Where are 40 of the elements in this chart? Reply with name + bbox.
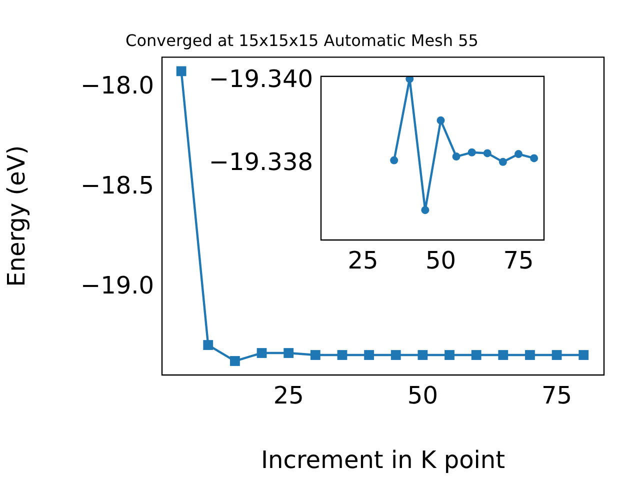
point	[176, 66, 186, 76]
point	[230, 356, 240, 366]
y-tick-label: −18.5	[80, 171, 154, 200]
x-tick-label: 75	[542, 382, 572, 410]
point	[471, 350, 482, 360]
point	[284, 348, 294, 358]
point	[310, 350, 320, 360]
y-tick-label: −18.0	[80, 71, 154, 100]
point	[256, 348, 267, 358]
y-tick-label: −19.340	[208, 64, 313, 93]
point	[498, 350, 508, 360]
chart-title: Converged at 15x15x15 Automatic Mesh 55	[126, 30, 478, 50]
point	[483, 149, 492, 158]
point	[390, 156, 398, 164]
point	[530, 154, 538, 162]
point	[421, 206, 430, 214]
point	[337, 350, 348, 360]
point	[514, 150, 522, 158]
x-tick-label: 75	[503, 246, 534, 275]
x-tick-label: 25	[273, 382, 304, 410]
point	[452, 152, 460, 161]
point	[578, 350, 589, 360]
y-tick-label: −19.0	[80, 271, 154, 300]
point	[498, 158, 507, 166]
x-tick-label: 25	[348, 246, 378, 275]
point	[203, 340, 214, 350]
x-tick-label: 50	[425, 246, 456, 275]
point	[436, 116, 445, 124]
point	[406, 76, 414, 83]
y-axis-title: Energy (eV)	[2, 145, 31, 287]
y-tick-label: −19.338	[208, 148, 313, 176]
point	[390, 350, 401, 360]
x-tick-label: 50	[407, 382, 438, 410]
x-axis-title: Increment in K point	[260, 446, 506, 474]
point	[364, 350, 374, 360]
point	[552, 350, 562, 360]
point	[525, 350, 535, 360]
point	[418, 350, 428, 360]
point	[468, 148, 476, 156]
point	[444, 350, 454, 360]
